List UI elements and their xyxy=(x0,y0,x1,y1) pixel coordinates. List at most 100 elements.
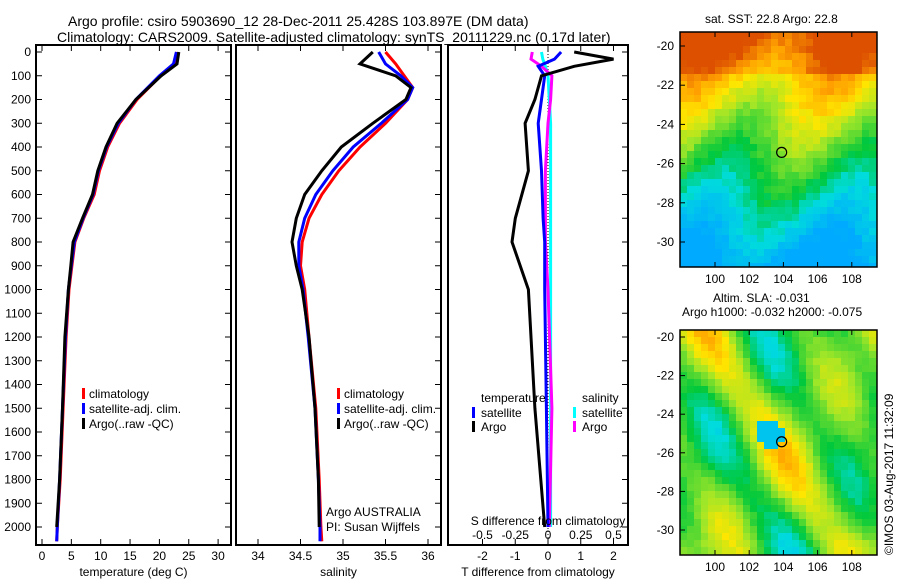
map-cell xyxy=(806,379,813,386)
map-cell xyxy=(792,81,799,88)
map-cell xyxy=(792,179,799,186)
map-cell xyxy=(764,137,771,144)
map-cell xyxy=(736,179,743,186)
map-cell xyxy=(708,235,715,242)
map-cell xyxy=(785,351,792,358)
map-cell xyxy=(799,116,806,123)
map-cell xyxy=(806,60,813,67)
map-cell xyxy=(694,421,701,428)
map-cell xyxy=(848,186,855,193)
map-cell xyxy=(806,442,813,449)
map-cell xyxy=(778,53,785,60)
map-cell xyxy=(701,172,708,179)
map-cell xyxy=(855,540,862,547)
map-cell xyxy=(736,470,743,477)
map-cell xyxy=(694,263,701,267)
map-cell xyxy=(778,547,785,554)
map-cell xyxy=(848,193,855,200)
map-cell xyxy=(687,498,694,505)
map-cell xyxy=(729,53,736,60)
map-cell xyxy=(736,193,743,200)
map-cell xyxy=(771,144,778,151)
map-cell xyxy=(841,337,848,344)
map-cell xyxy=(715,477,722,484)
map-cell xyxy=(855,407,862,414)
map-cell xyxy=(680,519,687,526)
map-cell xyxy=(862,200,869,207)
map-cell xyxy=(778,256,785,263)
map-cell xyxy=(729,435,736,442)
map-cell xyxy=(848,214,855,221)
map-cell xyxy=(764,393,771,400)
map-cell xyxy=(764,172,771,179)
x-tick-label: -2 xyxy=(477,549,488,563)
map-cell xyxy=(862,463,869,470)
map-cell xyxy=(778,470,785,477)
map-cell xyxy=(701,193,708,200)
map-cell xyxy=(715,358,722,365)
map-bottom-title-2: Argo h1000: -0.032 h2000: -0.075 xyxy=(682,305,863,319)
map-cell xyxy=(729,498,736,505)
map-cell xyxy=(750,263,757,267)
map-cell xyxy=(757,249,764,256)
map-cell xyxy=(862,151,869,158)
map-cell xyxy=(869,221,876,228)
map-cell xyxy=(785,477,792,484)
map-cell xyxy=(792,512,799,519)
map-cell xyxy=(792,400,799,407)
map-cell xyxy=(813,386,820,393)
map-cell xyxy=(743,228,750,235)
map-cell xyxy=(722,372,729,379)
map-cell xyxy=(855,421,862,428)
map-cell xyxy=(750,158,757,165)
map-cell xyxy=(708,60,715,67)
map-cell xyxy=(757,81,764,88)
map-cell xyxy=(708,498,715,505)
map-cell xyxy=(708,351,715,358)
map-cell xyxy=(848,533,855,540)
map-cell xyxy=(792,214,799,221)
map-cell xyxy=(687,330,694,337)
map-cell xyxy=(778,74,785,81)
map-cell xyxy=(778,249,785,256)
map-cell xyxy=(785,428,792,435)
map-cell xyxy=(827,337,834,344)
legend-label: Argo(..raw -QC) xyxy=(344,417,429,431)
map-cell xyxy=(799,547,806,554)
map-cell xyxy=(813,32,820,39)
map-cell xyxy=(792,242,799,249)
map-cell xyxy=(750,200,757,207)
map-cell xyxy=(715,207,722,214)
map-cell xyxy=(701,200,708,207)
map-cell xyxy=(778,207,785,214)
map-cell xyxy=(750,442,757,449)
map-cell xyxy=(757,235,764,242)
map-cell xyxy=(729,32,736,39)
map-cell xyxy=(701,470,708,477)
map-cell xyxy=(701,540,708,547)
map-cell xyxy=(792,351,799,358)
map-cell xyxy=(736,379,743,386)
map-cell xyxy=(715,456,722,463)
map-cell xyxy=(722,109,729,116)
map-cell xyxy=(834,428,841,435)
map-cell xyxy=(722,256,729,263)
map-cell xyxy=(785,456,792,463)
map-cell xyxy=(764,179,771,186)
map-cell xyxy=(855,228,862,235)
map-cell xyxy=(834,330,841,337)
map-cell xyxy=(841,407,848,414)
map-cell xyxy=(694,449,701,456)
map-cell xyxy=(757,46,764,53)
map-cell xyxy=(799,263,806,267)
map-cell xyxy=(757,95,764,102)
map-cell xyxy=(813,372,820,379)
map-cell xyxy=(855,88,862,95)
map-cell xyxy=(841,172,848,179)
map-cell xyxy=(764,200,771,207)
map-cell xyxy=(729,533,736,540)
title-line-2: Climatology: CARS2009. Satellite-adjuste… xyxy=(57,29,611,45)
map-cell xyxy=(834,39,841,46)
map-cell xyxy=(750,463,757,470)
map-cell xyxy=(757,116,764,123)
